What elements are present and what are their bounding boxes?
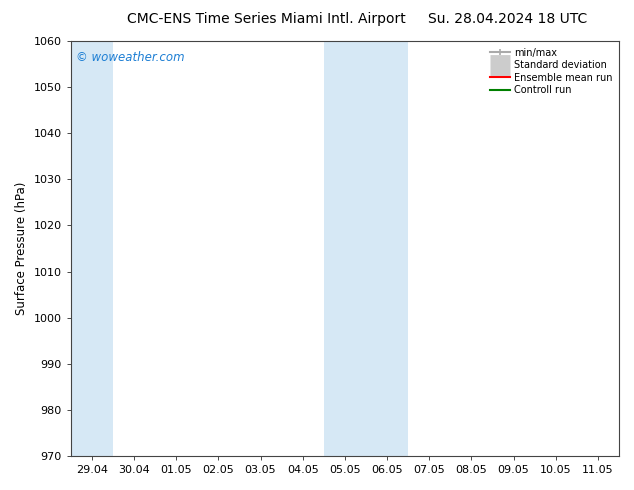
Bar (324, 41, 408, 456)
Text: Su. 28.04.2024 18 UTC: Su. 28.04.2024 18 UTC (427, 12, 587, 26)
Bar (619, 41, 634, 456)
Text: © woweather.com: © woweather.com (76, 51, 185, 64)
Bar (71, 41, 113, 456)
Text: CMC-ENS Time Series Miami Intl. Airport: CMC-ENS Time Series Miami Intl. Airport (127, 12, 406, 26)
Y-axis label: Surface Pressure (hPa): Surface Pressure (hPa) (15, 182, 28, 315)
Legend: min/max, Standard deviation, Ensemble mean run, Controll run: min/max, Standard deviation, Ensemble me… (488, 46, 614, 97)
